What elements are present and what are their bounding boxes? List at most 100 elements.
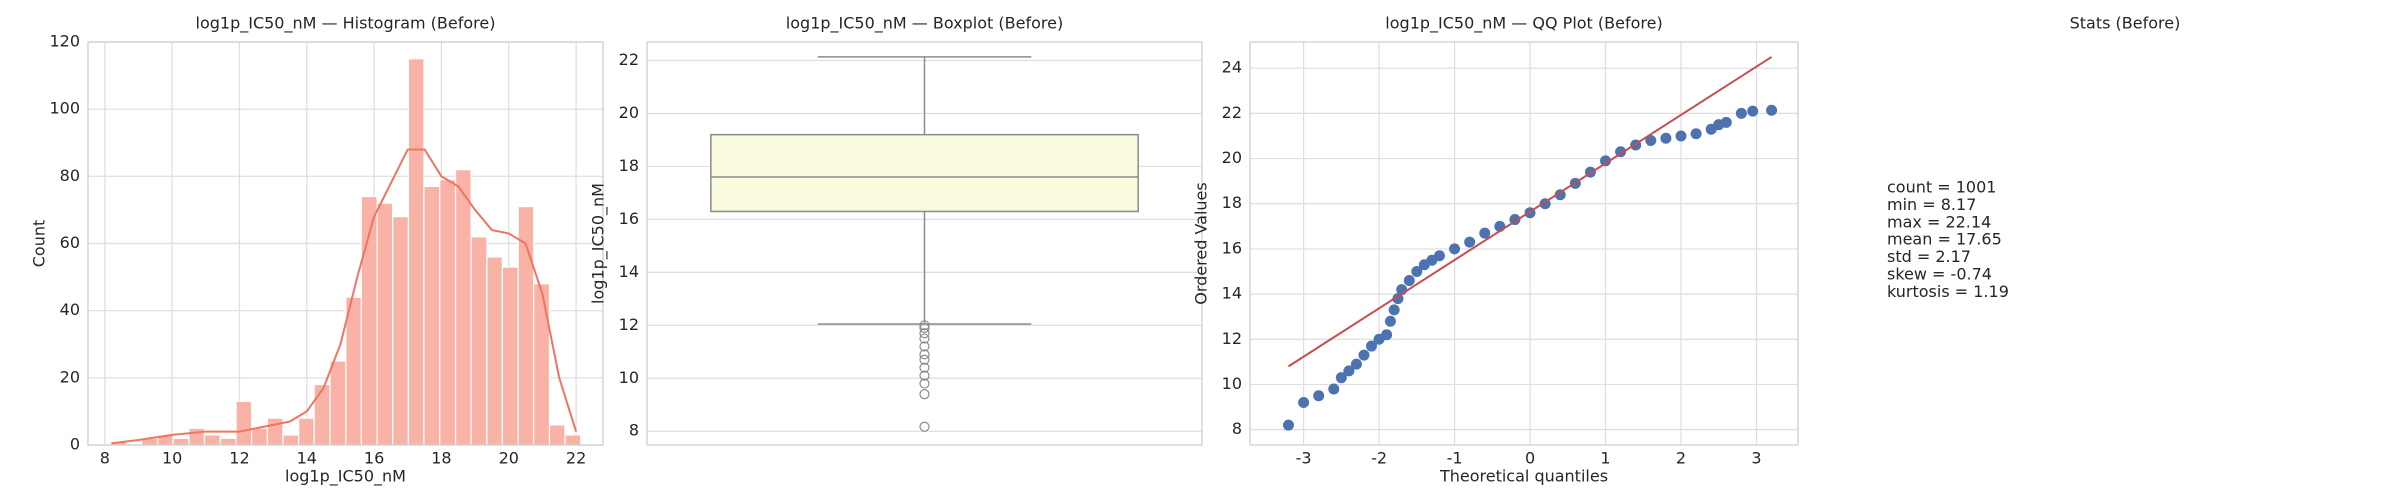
x-tick-label: 8: [100, 449, 110, 468]
qq-point: [1298, 397, 1310, 409]
y-tick-label: 12: [1222, 329, 1242, 348]
histogram-bar: [235, 400, 253, 446]
outlier: [919, 354, 930, 365]
qq-point: [1282, 419, 1294, 431]
y-tick-label: 20: [1222, 148, 1242, 167]
y-tick-label: 0: [70, 435, 80, 454]
outlier: [919, 378, 930, 389]
histogram-bar: [329, 360, 347, 446]
outlier: [919, 421, 930, 432]
y-tick-label: 8: [629, 421, 639, 440]
histogram-bar: [282, 434, 300, 446]
histogram-bar: [439, 179, 457, 446]
histogram-bar: [407, 58, 425, 446]
stat-line: max = 22.14: [1887, 212, 1991, 231]
qq-point: [1747, 105, 1759, 117]
qq-point: [1554, 189, 1566, 201]
x-axis-label: Theoretical quantiles: [1439, 467, 1608, 486]
outlier: [919, 320, 930, 331]
histogram-bar: [345, 296, 362, 446]
x-tick-label: -3: [1296, 449, 1312, 468]
qq-point: [1358, 349, 1370, 361]
y-tick-label: 10: [1222, 374, 1242, 393]
stat-line: mean = 17.65: [1887, 230, 2002, 249]
outlier: [919, 370, 930, 381]
x-tick-label: 16: [364, 449, 384, 468]
y-tick-label: 16: [619, 209, 639, 228]
histogram-bar: [266, 417, 284, 446]
y-axis-label: Ordered Values: [1192, 182, 1211, 304]
qq-point: [1720, 116, 1732, 128]
qq-point: [1313, 390, 1325, 402]
histogram-bar: [219, 437, 237, 446]
histogram-bar: [548, 424, 566, 446]
x-tick-label: 18: [431, 449, 451, 468]
histogram-bar: [470, 236, 488, 446]
x-tick-label: 2: [1676, 449, 1686, 468]
box: [710, 133, 1139, 213]
axes-frame: [1249, 41, 1799, 446]
histogram-bar: [423, 185, 441, 446]
y-tick-label: 20: [619, 103, 639, 122]
qq-point: [1433, 250, 1445, 262]
histogram-bar: [172, 437, 190, 446]
histogram-bar: [203, 434, 221, 446]
qq-point: [1343, 365, 1355, 377]
qq-point: [1479, 227, 1491, 239]
y-tick-label: 80: [60, 166, 80, 185]
y-axis-label: log1p_IC50_nM: [589, 183, 609, 304]
qq-point: [1381, 329, 1393, 341]
histogram-bar: [250, 427, 269, 446]
kde-line: [111, 148, 578, 445]
histogram-bar: [486, 256, 503, 446]
qq-point: [1335, 372, 1347, 384]
qq-point: [1449, 243, 1461, 255]
histogram-bar: [533, 283, 551, 446]
stat-line: skew = -0.74: [1887, 265, 1992, 284]
histogram-bar: [188, 427, 206, 446]
y-tick-label: 16: [1222, 238, 1242, 257]
qq-point: [1645, 134, 1657, 146]
histogram-bar: [564, 434, 582, 446]
y-tick-label: 10: [619, 368, 639, 387]
qq-point: [1464, 236, 1476, 248]
outlier: [919, 362, 930, 373]
x-tick-label: 22: [566, 449, 586, 468]
qq-point: [1690, 128, 1702, 140]
qq-point: [1600, 155, 1612, 167]
stat-line: count = 1001: [1887, 178, 1996, 197]
chart-title: log1p_IC50_nM — Boxplot (Before): [786, 14, 1063, 34]
chart-title: log1p_IC50_nM — Histogram (Before): [196, 14, 496, 34]
histogram-bar: [376, 202, 394, 446]
x-tick-label: 3: [1751, 449, 1761, 468]
y-tick-label: 120: [49, 32, 80, 51]
x-tick-label: -2: [1371, 449, 1387, 468]
outlier: [919, 328, 930, 339]
histogram-bar: [392, 216, 410, 446]
stat-line: std = 2.17: [1887, 247, 1971, 266]
x-tick-label: 10: [162, 449, 182, 468]
x-tick-label: 12: [229, 449, 249, 468]
outlier: [919, 341, 930, 352]
y-tick-label: 20: [60, 367, 80, 386]
outlier: [919, 389, 930, 400]
histogram-bar: [517, 205, 535, 446]
qq-point: [1392, 293, 1404, 305]
y-tick-label: 18: [619, 156, 639, 175]
y-tick-label: 12: [619, 315, 639, 334]
fit-line: [1287, 56, 1773, 368]
x-axis-label: log1p_IC50_nM: [285, 467, 406, 487]
qq-point: [1350, 358, 1362, 370]
stat-line: min = 8.17: [1887, 195, 1976, 214]
histogram-bar: [501, 266, 519, 446]
qq-point: [1403, 275, 1415, 287]
axes-frame: [87, 41, 604, 446]
qq-point: [1366, 340, 1378, 352]
y-tick-label: 100: [49, 99, 80, 118]
x-tick-label: 0: [1525, 449, 1535, 468]
y-tick-label: 18: [1222, 193, 1242, 212]
x-tick-label: 1: [1600, 449, 1610, 468]
outlier: [919, 322, 930, 334]
y-tick-label: 60: [60, 233, 80, 252]
